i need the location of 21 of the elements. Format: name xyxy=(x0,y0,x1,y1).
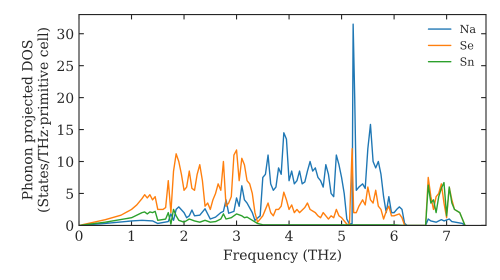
x-tick-label: 3 xyxy=(233,230,240,242)
x-tick-label: 6 xyxy=(390,230,398,242)
y-tick-label: 5 xyxy=(66,188,74,199)
legend-label: Na xyxy=(460,24,476,34)
legend-label: Sn xyxy=(460,57,474,66)
y-tick-label: 0 xyxy=(66,220,74,231)
x-axis-title: Frequency (THz) xyxy=(224,249,341,263)
y-tick-label: 30 xyxy=(58,28,74,40)
y-tick-label: 15 xyxy=(58,124,74,136)
legend-label: Se xyxy=(460,41,474,50)
x-tick-label: 5 xyxy=(338,230,345,242)
x-tick-label: 0 xyxy=(75,230,82,242)
x-tick-label: 7 xyxy=(443,230,450,241)
y-tick-label: 10 xyxy=(58,156,74,167)
x-tick-label: 1 xyxy=(128,230,134,241)
y-axis-title: Phonon projected DOS (States/THz·primitive cell) xyxy=(22,28,51,212)
x-tick-label: 2 xyxy=(180,230,188,241)
line-series xyxy=(79,182,466,226)
y-tick-label: 25 xyxy=(57,60,74,72)
x-tick-label: 4 xyxy=(285,230,293,241)
y-tick-label: 20 xyxy=(57,92,74,104)
